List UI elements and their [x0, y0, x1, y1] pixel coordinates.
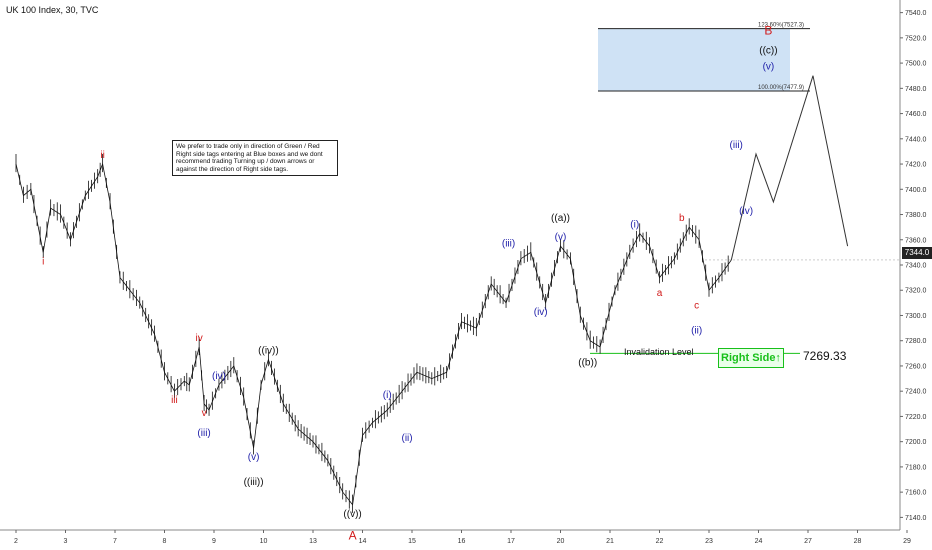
x-tick-label: 29	[903, 538, 911, 545]
projection-path	[730, 75, 849, 261]
price-series-line	[15, 162, 732, 506]
right-side-tag: Right Side↑	[718, 348, 784, 368]
y-tick-label: 7340.0	[905, 263, 927, 270]
wave-label: b	[679, 213, 685, 224]
x-tick-label: 16	[458, 538, 466, 545]
last-price-badge: 7344.0	[902, 247, 932, 259]
x-tick-label: 2	[14, 538, 18, 545]
x-tick-label: 23	[705, 538, 713, 545]
x-tick-label: 24	[755, 538, 763, 545]
wave-label: ((a))	[551, 213, 570, 224]
x-tick-label: 3	[64, 538, 68, 545]
trading-note: We prefer to trade only in direction of …	[172, 140, 338, 177]
y-tick-label: 7260.0	[905, 363, 927, 370]
target-blue-box	[598, 28, 790, 91]
wave-label: B	[764, 23, 772, 37]
wave-label: (iv)	[534, 307, 548, 318]
y-tick-label: 7220.0	[905, 414, 927, 421]
target-high-label: 123.60%(7527.3)	[758, 23, 804, 29]
x-tick-label: 13	[309, 538, 317, 545]
wave-label: (iii)	[502, 238, 515, 249]
chart-title: UK 100 Index, 30, TVC	[6, 5, 99, 15]
x-tick-label: 14	[359, 538, 367, 545]
wave-label: (i)	[383, 390, 392, 401]
wave-label: (v)	[248, 452, 260, 463]
wave-label: ((iii))	[244, 477, 264, 488]
y-tick-label: 7280.0	[905, 338, 927, 345]
wave-label: (iii)	[197, 428, 210, 439]
y-tick-label: 7160.0	[905, 490, 927, 497]
y-tick-label: 7140.0	[905, 515, 927, 522]
invalidation-price: 7269.33	[803, 349, 847, 363]
wave-label: iii	[171, 395, 178, 406]
y-tick-label: 7240.0	[905, 389, 927, 396]
x-tick-label: 17	[507, 538, 515, 545]
invalidation-label: Invalidation Level	[624, 347, 694, 357]
wave-label: (v)	[555, 232, 567, 243]
x-tick-label: 7	[113, 538, 117, 545]
y-tick-label: 7460.0	[905, 111, 927, 118]
wave-label: (iv)	[212, 371, 226, 382]
y-tick-label: 7500.0	[905, 61, 927, 68]
x-tick-label: 9	[212, 538, 216, 545]
x-tick-label: 8	[163, 538, 167, 545]
y-tick-label: 7480.0	[905, 86, 927, 93]
wave-label: A	[349, 528, 357, 542]
y-tick-label: 7420.0	[905, 162, 927, 169]
wave-label: (i)	[630, 219, 639, 230]
target-low-label: 100.00%(7477.9)	[758, 85, 804, 91]
y-tick-label: 7400.0	[905, 187, 927, 194]
wave-label: i	[42, 256, 44, 267]
wave-label: (iii)	[730, 140, 743, 151]
wave-label: c	[694, 301, 699, 312]
y-tick-label: 7180.0	[905, 464, 927, 471]
y-tick-label: 7300.0	[905, 313, 927, 320]
y-tick-label: 7520.0	[905, 35, 927, 42]
y-tick-label: 7320.0	[905, 288, 927, 295]
x-tick-label: 22	[656, 538, 664, 545]
wave-label: a	[657, 288, 663, 299]
x-tick-label: 28	[854, 538, 862, 545]
wave-label: ((b))	[578, 357, 597, 368]
wave-label: ((c))	[759, 45, 777, 56]
x-tick-label: 21	[606, 538, 614, 545]
wave-label: ii	[100, 150, 104, 161]
wave-label: iv	[196, 333, 203, 344]
wave-label: ((iv))	[258, 346, 279, 357]
wave-label: (iv)	[739, 206, 753, 217]
x-tick-label: 10	[260, 538, 268, 545]
wave-label: v	[202, 408, 207, 419]
y-tick-label: 7200.0	[905, 439, 927, 446]
wave-label: (ii)	[401, 433, 412, 444]
x-tick-label: 20	[557, 538, 565, 545]
y-tick-label: 7440.0	[905, 136, 927, 143]
x-tick-label: 27	[804, 538, 812, 545]
y-tick-label: 7380.0	[905, 212, 927, 219]
wave-label: ((v))	[343, 509, 361, 520]
y-tick-label: 7360.0	[905, 237, 927, 244]
y-tick-label: 7540.0	[905, 10, 927, 17]
wave-label: (ii)	[691, 326, 702, 337]
x-tick-label: 15	[408, 538, 416, 545]
wave-label: (v)	[763, 62, 775, 73]
